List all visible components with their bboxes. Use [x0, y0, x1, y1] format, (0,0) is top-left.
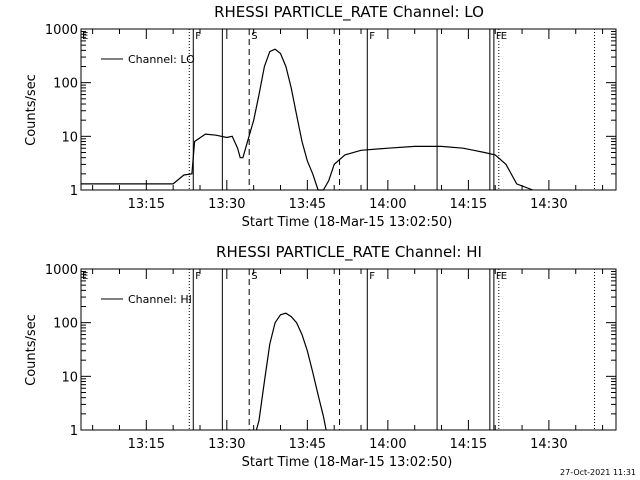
- y-tick-label: 1000: [45, 263, 78, 278]
- y-tick-label: 100: [53, 317, 78, 332]
- legend-label: Channel: LO: [128, 53, 195, 66]
- x-tick-label: 13:30: [208, 197, 245, 212]
- panel-title: RHESSI PARTICLE_RATE Channel: HI: [216, 243, 482, 262]
- panel-title: RHESSI PARTICLE_RATE Channel: LO: [214, 3, 484, 22]
- x-tick-label: 14:30: [530, 437, 567, 452]
- plot-area: 1 10 100 1000 13:15 13:30 13:45 14:00 14:15 14:30…: [45, 263, 617, 452]
- plot-frame: [80, 268, 617, 431]
- x-tick-label: 13:45: [289, 437, 326, 452]
- panel-hi: RHESSI PARTICLE_RATE Channel: HI Counts/…: [24, 243, 617, 470]
- event-marker-label: E: [82, 31, 88, 42]
- x-tick-label: 14:00: [369, 437, 406, 452]
- event-marker-label: F: [496, 271, 502, 282]
- timestamp: 27-Oct-2021 11:31: [560, 468, 636, 477]
- y-tick-label: 1000: [45, 23, 78, 38]
- event-marker-label: E: [82, 271, 88, 282]
- x-tick-label: 14:15: [450, 197, 487, 212]
- plot-area: 1 10 100 1000 13:15 13:30 13:45 14:00 14:15 14:30…: [45, 23, 617, 212]
- y-tick-label: 10: [61, 370, 78, 385]
- event-marker-label: S: [251, 31, 257, 42]
- event-marker-label: F: [369, 31, 375, 42]
- y-tick-label: 1: [70, 184, 78, 199]
- x-axis-label: Start Time (18-Mar-15 13:02:50): [242, 215, 453, 230]
- x-tick-label: 13:15: [128, 197, 165, 212]
- x-tick-label: 14:30: [530, 197, 567, 212]
- x-tick-label: 14:00: [369, 197, 406, 212]
- y-tick-label: 10: [61, 130, 78, 145]
- x-tick-label: 14:15: [450, 437, 487, 452]
- event-marker-label: F: [195, 271, 201, 282]
- plot-frame: [80, 28, 617, 191]
- y-tick-label: 100: [53, 77, 78, 92]
- event-marker-label: S: [251, 271, 257, 282]
- series-line: [255, 312, 327, 431]
- y-axis-label: Counts/sec: [24, 74, 39, 146]
- x-tick-label: 13:45: [289, 197, 326, 212]
- event-marker-label: E: [501, 31, 507, 42]
- event-marker-label: F: [496, 31, 502, 42]
- x-tick-label: 13:30: [208, 437, 245, 452]
- y-tick-label: 1: [70, 424, 78, 439]
- y-axis-label: Counts/sec: [24, 314, 39, 386]
- x-tick-label: 13:15: [128, 437, 165, 452]
- series-line: [81, 48, 534, 191]
- legend-label: Channel: HI: [128, 293, 192, 306]
- event-marker-label: F: [195, 31, 201, 42]
- panel-lo: RHESSI PARTICLE_RATE Channel: LO Counts/…: [24, 3, 617, 230]
- event-marker-label: F: [369, 271, 375, 282]
- x-axis-label: Start Time (18-Mar-15 13:02:50): [242, 455, 453, 470]
- event-marker-label: E: [501, 271, 507, 282]
